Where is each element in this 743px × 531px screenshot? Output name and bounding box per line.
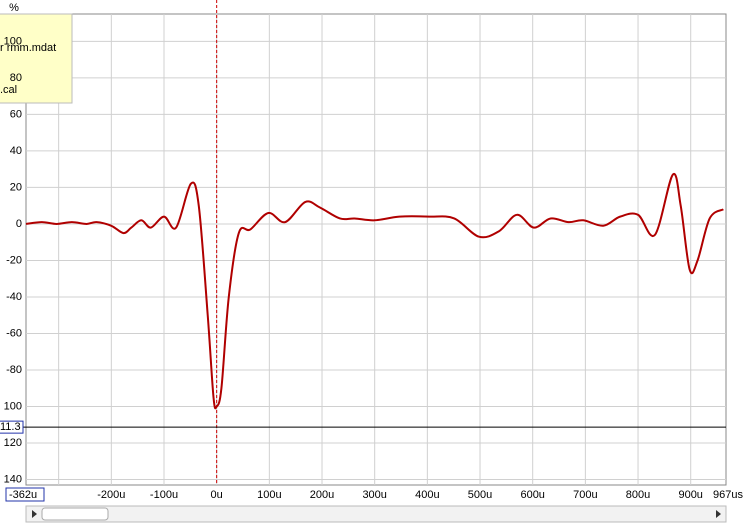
y-tick-label: 60 [10,108,22,120]
x-start-box [5,487,45,502]
plot-area [25,13,727,486]
y-tick-label: 140 [4,473,22,485]
grid [26,14,726,485]
y-tick-label: 20 [10,181,22,193]
y-tick-label: 100 [4,35,22,47]
y-tick-label: 80 [10,72,22,84]
scroll-right[interactable] [716,510,721,518]
y-tick-label: -80 [6,364,22,376]
y-tick-label: -40 [6,291,22,303]
x-tick-label: 900u [678,489,702,501]
x-tick-label: 600u [520,489,544,501]
y-tick-label: -60 [6,327,22,339]
x-tick-label: -100u [150,489,178,501]
x-tick-label: 100u [257,489,281,501]
y-axis-label: % [9,2,19,14]
x-tick-label: 200u [310,489,334,501]
marks [0,0,726,485]
x-tick-label: 300u [362,489,386,501]
cursor-label: 11.3 [0,421,21,433]
scrollbar[interactable] [25,505,727,523]
x-tick-label: 500u [468,489,492,501]
scroll-track[interactable] [25,505,727,523]
cursor-box [0,420,24,434]
tooltip-line: r rmm.mdat [0,42,56,54]
y-tick-label: 120 [4,437,22,449]
y-tick-label: 40 [10,145,22,157]
impulse-line [25,172,724,410]
scroll-thumb[interactable] [41,507,109,521]
x-tick-label: 967us [713,489,743,501]
tooltip-box [0,13,73,104]
x-tick-label: 400u [415,489,439,501]
y-tick-label: -20 [6,254,22,266]
y-tick-label: 100 [4,400,22,412]
tooltip: r rmm.mdat .cal [0,13,73,104]
x-tick-label: -362u [9,489,37,501]
x-tick-label: -200u [97,489,125,501]
x-tick-label: 700u [573,489,597,501]
tooltip-line: .cal [0,84,17,96]
scroll-left[interactable] [32,510,37,518]
y-tick-label: 0 [16,218,22,230]
x-tick-label: 800u [626,489,650,501]
x-tick-label: 0u [211,489,223,501]
